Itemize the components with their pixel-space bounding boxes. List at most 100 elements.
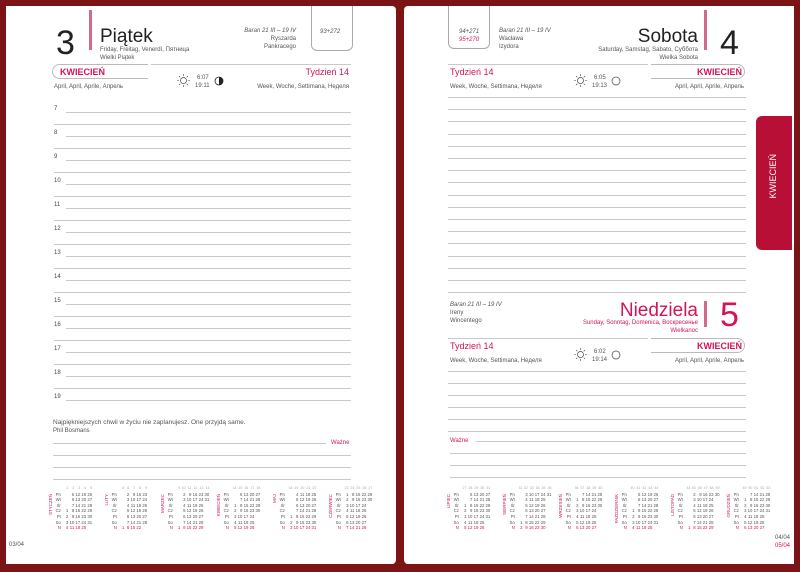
hour-label: 8 [54, 130, 58, 136]
mini-day: 1 [632, 508, 635, 514]
hour-label: 13 [54, 250, 61, 256]
hour-line[interactable] [66, 280, 351, 281]
note-line[interactable] [53, 467, 351, 468]
note-line[interactable] [53, 455, 351, 456]
note-line[interactable] [448, 431, 746, 432]
half-hour-line[interactable] [54, 268, 351, 269]
zodiac: Baran 21 III – 19 IV [244, 28, 296, 34]
half-hour-line[interactable] [54, 172, 351, 173]
note-line[interactable] [448, 158, 746, 159]
mini-day: 22 [249, 502, 255, 508]
hour-line[interactable] [66, 184, 351, 185]
hour-line[interactable] [66, 112, 351, 113]
mini-day: 9 [71, 513, 75, 519]
half-hour-line[interactable] [54, 316, 351, 317]
note-line[interactable] [448, 383, 746, 384]
half-hour-line[interactable] [54, 340, 351, 341]
mini-day: 19 [585, 519, 591, 525]
half-hour-line[interactable] [54, 148, 351, 149]
week-number: 13 [199, 486, 204, 490]
mini-day: 21 [81, 502, 87, 508]
note-line[interactable] [448, 243, 746, 245]
mini-day: 3 [65, 519, 69, 525]
half-hour-line[interactable] [54, 364, 351, 365]
half-hour-line[interactable] [54, 196, 351, 197]
weekday-label: Śr [168, 502, 173, 508]
week-number: 29 [474, 486, 479, 490]
hour-line[interactable] [66, 232, 351, 233]
divider [704, 301, 707, 327]
weekday-label: Pn [453, 491, 459, 497]
note-line[interactable] [448, 121, 746, 123]
mini-day: 22 [591, 497, 597, 503]
weekday-label: Cz [565, 508, 571, 514]
note-line[interactable] [448, 219, 746, 220]
mini-day: 21 [647, 502, 653, 508]
hour-line[interactable] [66, 376, 351, 377]
month-translations: April, April, Aprile, Апрель [674, 358, 744, 364]
note-line[interactable] [53, 479, 351, 480]
half-hour-line[interactable] [54, 124, 351, 125]
note-line[interactable] [448, 407, 746, 408]
month-tab-kwiecien[interactable]: KWIECIEŃ [756, 116, 792, 250]
name-day: Wacława [499, 36, 524, 42]
note-line[interactable] [448, 419, 746, 420]
hour-line[interactable] [66, 328, 351, 329]
note-line[interactable] [450, 477, 746, 478]
note-line[interactable] [448, 109, 746, 111]
mini-day: 18 [75, 525, 81, 531]
month-label: KWIECIEŃ [697, 341, 742, 351]
weekday-label: Śr [112, 502, 117, 508]
half-hour-line[interactable] [54, 292, 351, 293]
mini-day: 27 [87, 497, 93, 503]
mini-day: 21 [591, 491, 597, 497]
mini-day [546, 525, 552, 531]
note-line[interactable] [448, 145, 746, 147]
weekday-label: Śr [224, 502, 229, 508]
mini-day: 29 [198, 525, 204, 531]
hour-line[interactable] [66, 304, 351, 305]
half-hour-line[interactable] [54, 244, 351, 245]
week-number: 14 [232, 486, 237, 490]
note-line[interactable] [450, 465, 746, 466]
week-number: 50 [748, 486, 753, 490]
mini-day: 14 [186, 519, 192, 525]
hour-label: 17 [54, 346, 61, 352]
week-number: 21 [306, 486, 311, 490]
note-line[interactable] [450, 453, 746, 454]
mini-day: 3 [126, 497, 130, 503]
note-line[interactable] [448, 97, 746, 98]
hour-line[interactable] [66, 208, 351, 209]
note-line[interactable] [448, 395, 746, 396]
mini-month-name: GRUDZIEŃ [726, 494, 731, 518]
note-line[interactable] [448, 267, 746, 269]
weekday-label: So [509, 519, 515, 525]
half-hour-line[interactable] [54, 220, 351, 221]
mini-day: 25 [198, 502, 204, 508]
note-line[interactable] [448, 194, 746, 196]
mini-day: 12 [641, 491, 647, 497]
note-line[interactable] [448, 292, 746, 294]
mini-day: 24 [647, 519, 653, 525]
note-line[interactable] [448, 206, 746, 208]
note-line[interactable] [448, 170, 746, 172]
month-translations: April, April, Aprile, Апрель [674, 84, 744, 90]
week-number: 23 [344, 486, 349, 490]
mini-day: 5 [693, 508, 696, 514]
note-line[interactable] [448, 280, 746, 281]
mini-day: 12 [237, 525, 243, 531]
note-line[interactable] [448, 231, 746, 233]
weekday-label: So [453, 519, 459, 525]
hour-line[interactable] [66, 352, 351, 353]
note-line[interactable] [448, 182, 746, 184]
half-hour-line[interactable] [54, 388, 351, 389]
mini-day [204, 525, 210, 531]
hour-line[interactable] [66, 400, 351, 401]
hour-line[interactable] [66, 256, 351, 257]
note-line[interactable] [448, 255, 746, 257]
note-line[interactable] [448, 371, 746, 372]
hour-line[interactable] [66, 136, 351, 137]
note-line[interactable] [448, 133, 746, 135]
week-label: Tydzień 14 [305, 67, 349, 77]
hour-line[interactable] [66, 160, 351, 161]
